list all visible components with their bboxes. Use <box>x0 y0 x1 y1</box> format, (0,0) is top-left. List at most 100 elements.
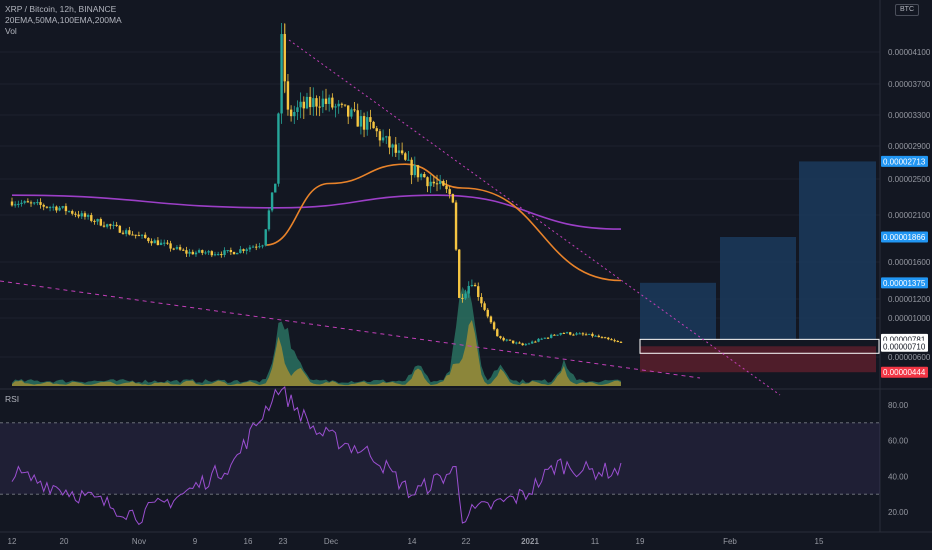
candle-body <box>140 234 144 236</box>
currency-badge[interactable]: BTC <box>895 4 919 16</box>
time-tick-label: Feb <box>723 537 737 546</box>
price-tag[interactable]: 0.00000444 <box>881 366 928 378</box>
candle-body <box>216 254 220 256</box>
candle-body <box>350 109 353 117</box>
candle-body <box>480 297 483 304</box>
price-tag[interactable]: 0.00000710 <box>881 340 928 352</box>
candle-body <box>115 224 118 226</box>
candle-body <box>169 243 172 249</box>
candle-body <box>286 81 290 110</box>
projection-boxes[interactable] <box>639 161 880 373</box>
candle-body <box>451 194 455 203</box>
candle-body <box>93 220 96 222</box>
candle-body <box>353 109 356 111</box>
candle-body <box>477 286 480 298</box>
candle-body <box>429 181 432 187</box>
candle-body <box>121 232 125 234</box>
candle-body <box>299 101 302 108</box>
time-tick-label: Nov <box>132 537 146 546</box>
price-tick-label: 0.00001200 <box>888 295 931 304</box>
candle-body <box>410 159 413 176</box>
price-tag[interactable]: 0.00002713 <box>881 155 928 167</box>
candle-body <box>610 339 613 341</box>
price-tick-label: 0.00002900 <box>888 142 931 151</box>
target-box <box>799 161 876 340</box>
candle-body <box>416 165 420 178</box>
candle-body <box>486 309 489 317</box>
trendlines[interactable] <box>0 39 781 396</box>
time-tick-label: 16 <box>244 537 253 546</box>
price-tick-label: 0.00004100 <box>888 48 931 57</box>
candle-body <box>182 249 185 251</box>
candle-body <box>293 111 296 117</box>
candle-body <box>163 242 166 244</box>
candle-body <box>128 230 131 235</box>
candle-body <box>502 337 505 341</box>
candle-body <box>159 242 163 246</box>
candle-body <box>61 206 64 208</box>
candle-body <box>343 104 347 106</box>
candle-body <box>597 335 600 338</box>
time-tick-label: 12 <box>8 537 17 546</box>
candle-body <box>413 165 417 176</box>
rsi-tick-label: 20.00 <box>888 508 909 517</box>
candle-body <box>80 213 83 217</box>
rsi-band-fill <box>0 422 880 495</box>
time-tick-label: 23 <box>279 537 288 546</box>
candle-body <box>511 340 515 344</box>
candle-body <box>210 251 214 256</box>
trendline-lower <box>0 280 701 379</box>
volume-label[interactable]: Vol <box>5 26 17 36</box>
candle-body <box>55 206 58 211</box>
candle-body <box>483 303 486 310</box>
candle-body <box>33 202 36 204</box>
candle-body <box>549 334 553 338</box>
candle-body <box>29 202 33 204</box>
candle-body <box>394 144 397 153</box>
candle-body <box>150 241 153 244</box>
candle-body <box>144 234 147 238</box>
candle-body <box>226 250 229 252</box>
candle-body <box>264 229 267 246</box>
symbol-title[interactable]: XRP / Bitcoin, 12h, BINANCE <box>5 4 117 14</box>
candle-body <box>308 96 312 108</box>
volume-area-fill <box>12 286 621 386</box>
candle-body <box>220 254 223 256</box>
price-tag-bg <box>881 366 928 378</box>
price-tag[interactable]: 0.00001375 <box>881 277 928 289</box>
volume-area-overlay <box>12 320 621 386</box>
price-tag[interactable]: 0.00001866 <box>881 231 928 243</box>
candle-body <box>521 343 524 346</box>
candle-body <box>366 117 369 130</box>
candle-body <box>267 210 271 230</box>
indicator-list[interactable]: 20EMA,50MA,100EMA,200MA <box>5 15 122 25</box>
candle-body <box>23 201 26 203</box>
candle-body <box>448 189 451 195</box>
time-tick-label: 19 <box>636 537 645 546</box>
candle-body <box>546 337 550 339</box>
candle-body <box>362 116 366 130</box>
candle-body <box>197 250 201 253</box>
candle-body <box>124 230 128 234</box>
price-tag-text: 0.00000781 <box>883 335 926 344</box>
time-tick-label: 14 <box>408 537 417 546</box>
stop-box <box>640 346 876 373</box>
price-tick-label: 0.00002100 <box>888 211 931 220</box>
candle-body <box>194 252 198 255</box>
axes[interactable]: 0.00004100 0.00003700 0.00003300 0.00002900… <box>8 48 931 546</box>
candle-body <box>147 237 150 242</box>
price-tick-label: 0.00001600 <box>888 258 931 267</box>
candle-body <box>315 98 318 107</box>
candle-body <box>109 224 112 226</box>
candle-body <box>470 284 474 286</box>
candle-body <box>591 333 594 337</box>
candle-body <box>600 337 604 339</box>
candle-body <box>280 34 283 114</box>
candle-body <box>372 121 375 129</box>
candle-body <box>248 247 252 250</box>
candle-body <box>277 113 280 184</box>
rsi-label[interactable]: RSI <box>5 394 20 404</box>
candle-body <box>201 250 204 253</box>
candle-body <box>400 150 404 154</box>
